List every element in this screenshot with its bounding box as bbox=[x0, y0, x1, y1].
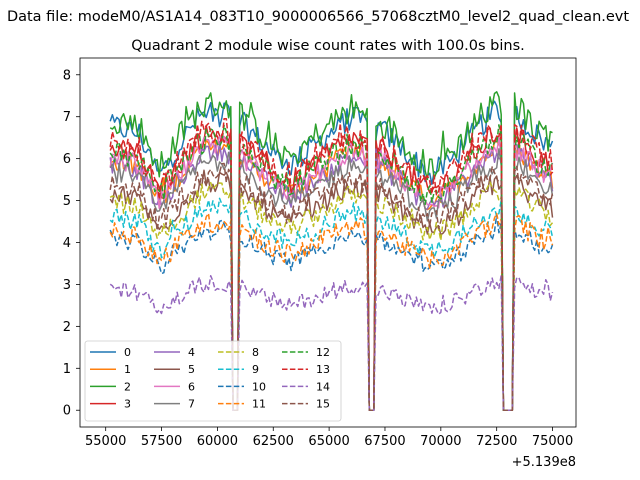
legend-label-15: 15 bbox=[316, 398, 330, 411]
x-tick-label: 60000 bbox=[197, 434, 238, 449]
chart-title: Quadrant 2 module wise count rates with … bbox=[131, 38, 525, 54]
y-tick-label: 4 bbox=[63, 236, 71, 251]
legend-label-10: 10 bbox=[252, 380, 266, 393]
legend-label-4: 4 bbox=[188, 346, 195, 359]
y-tick-label: 3 bbox=[63, 278, 71, 293]
legend-label-3: 3 bbox=[124, 398, 131, 411]
legend-label-8: 8 bbox=[252, 346, 259, 359]
legend-label-12: 12 bbox=[316, 346, 330, 359]
figure-suptitle: Data file: modeM0/AS1A14_083T10_90000065… bbox=[7, 9, 629, 25]
x-tick-label: 55000 bbox=[85, 434, 126, 449]
y-axis: 0 1 2 3 4 5 6 7 8 bbox=[63, 68, 80, 419]
legend-label-5: 5 bbox=[188, 363, 195, 376]
series-line-11 bbox=[109, 212, 554, 411]
legend-label-0: 0 bbox=[124, 346, 131, 359]
x-tick-label: 62500 bbox=[253, 434, 294, 449]
series-line-2 bbox=[109, 91, 553, 411]
legend-label-1: 1 bbox=[124, 363, 131, 376]
x-tick-label: 72500 bbox=[476, 434, 517, 449]
legend-label-11: 11 bbox=[252, 398, 266, 411]
series-line-8 bbox=[109, 181, 554, 411]
legend-box bbox=[84, 340, 342, 422]
legend-label-7: 7 bbox=[188, 398, 195, 411]
series-line-5 bbox=[109, 169, 554, 411]
series-line-10 bbox=[109, 213, 554, 411]
legend-label-9: 9 bbox=[252, 363, 259, 376]
y-tick-label: 8 bbox=[63, 68, 71, 83]
y-tick-label: 7 bbox=[63, 110, 71, 125]
x-tick-label: 67500 bbox=[364, 434, 405, 449]
x-axis: 55000 57500 60000 62500 65000 67500 70000 72500… bbox=[85, 427, 573, 449]
y-tick-label: 1 bbox=[63, 362, 71, 377]
legend-label-13: 13 bbox=[316, 363, 330, 376]
x-tick-label: 57500 bbox=[141, 434, 182, 449]
series-line-15 bbox=[109, 162, 554, 411]
legend-label-6: 6 bbox=[188, 380, 195, 393]
series-line-4 bbox=[109, 141, 554, 411]
series-layer bbox=[109, 91, 554, 411]
y-tick-label: 2 bbox=[63, 320, 71, 335]
x-tick-label: 70000 bbox=[420, 434, 461, 449]
legend-label-14: 14 bbox=[316, 380, 330, 393]
x-tick-label: 65000 bbox=[308, 434, 349, 449]
y-tick-label: 6 bbox=[63, 152, 71, 167]
x-tick-label: 75000 bbox=[532, 434, 573, 449]
legend-label-2: 2 bbox=[124, 380, 131, 393]
y-tick-label: 5 bbox=[63, 194, 71, 209]
series-line-12 bbox=[109, 124, 553, 411]
series-line-13 bbox=[109, 117, 554, 411]
series-line-14 bbox=[109, 274, 554, 411]
series-line-7 bbox=[109, 148, 554, 411]
x-offset-label: +5.139e8 bbox=[512, 455, 576, 470]
y-tick-label: 0 bbox=[63, 404, 71, 419]
